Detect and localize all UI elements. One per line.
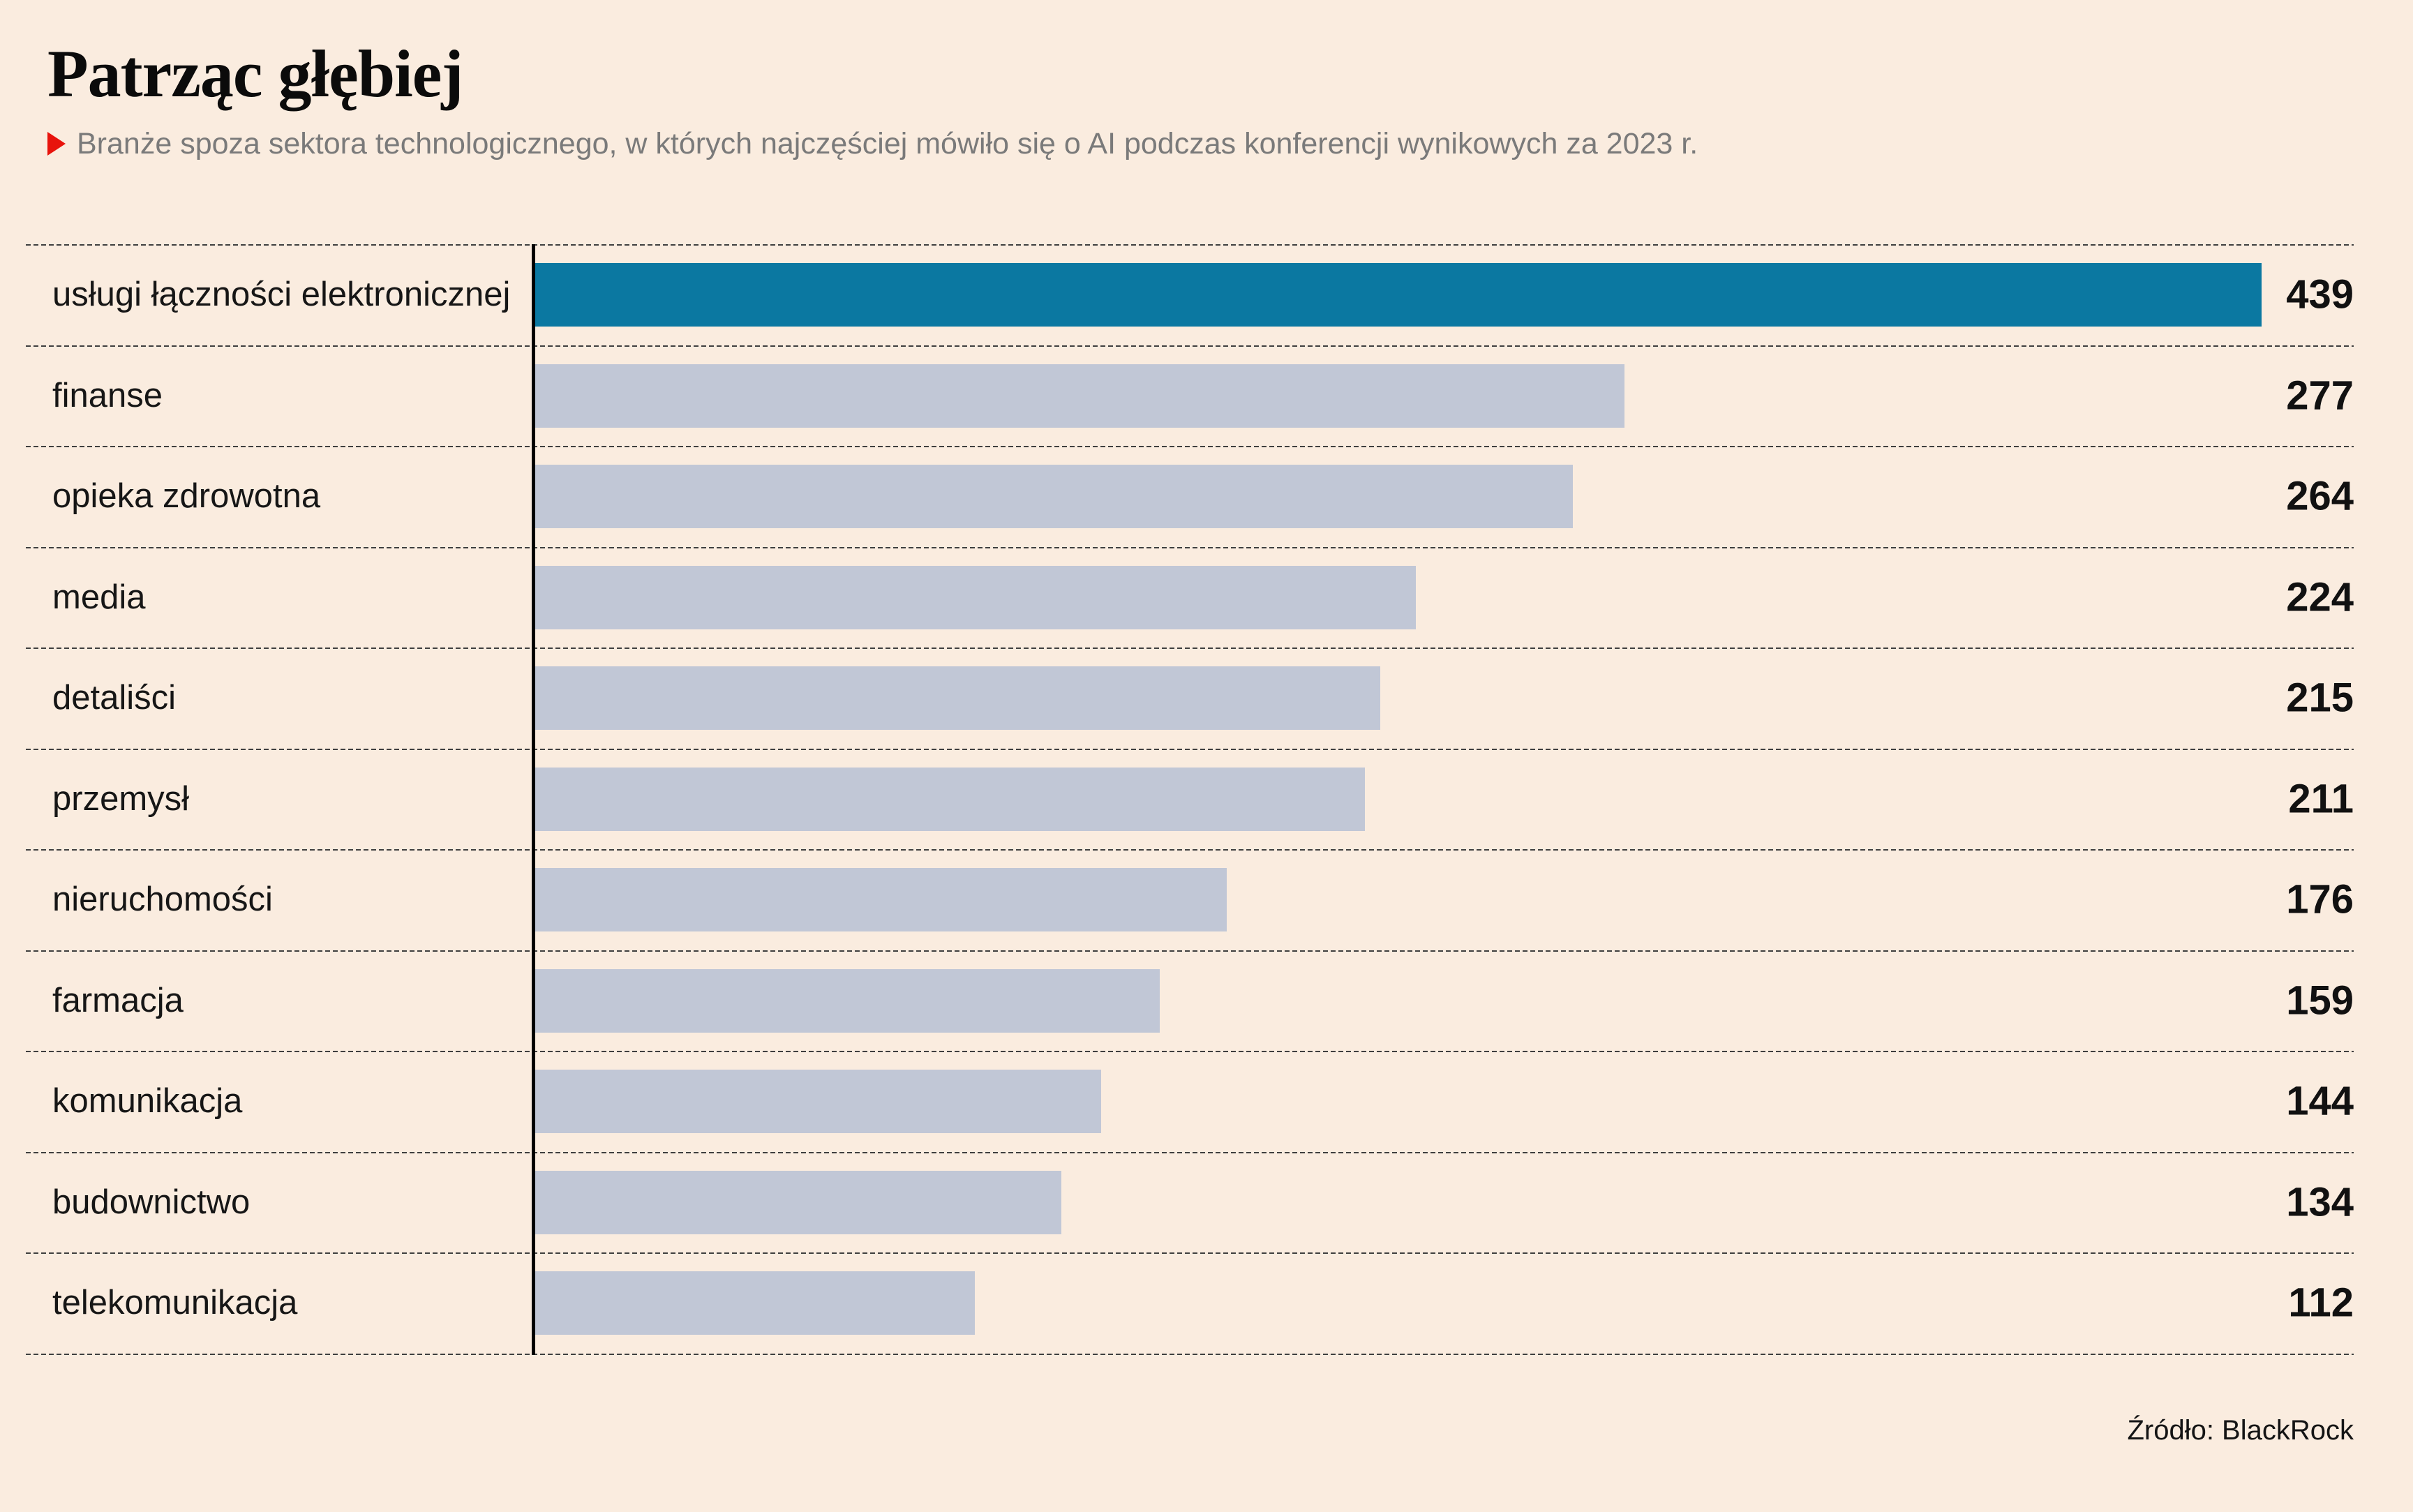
bar-value: 439 — [2286, 271, 2354, 317]
row-separator — [26, 546, 2354, 548]
bar-highlighted — [535, 263, 2262, 327]
source-note: Źródło: BlackRock — [2127, 1414, 2354, 1446]
bar — [535, 666, 1380, 730]
bar-row: opieka zdrowotna 264 — [26, 446, 2354, 547]
bar-value: 277 — [2286, 373, 2354, 419]
bar — [535, 767, 1365, 831]
chart-subtitle: Branże spoza sektora technologicznego, w… — [77, 127, 1698, 160]
bar — [535, 868, 1227, 931]
bar-row: komunikacja 144 — [26, 1051, 2354, 1152]
bar-label: budownictwo — [52, 1183, 251, 1221]
bar-label: przemysł — [52, 779, 190, 818]
bar — [535, 1170, 1061, 1234]
bar-row: farmacja 159 — [26, 950, 2354, 1051]
row-separator — [26, 748, 2354, 750]
bar-value: 159 — [2286, 978, 2354, 1024]
page-title: Patrząc głębiej — [47, 36, 463, 111]
row-separator — [26, 1252, 2354, 1254]
bar-row: budownictwo 134 — [26, 1151, 2354, 1253]
bar-row: detaliści 215 — [26, 648, 2354, 749]
row-separator — [26, 1051, 2354, 1052]
bar-label: komunikacja — [52, 1082, 243, 1121]
bar-value: 176 — [2286, 876, 2354, 922]
row-separator — [26, 345, 2354, 347]
bar — [535, 968, 1160, 1033]
row-separator — [26, 849, 2354, 851]
bar — [535, 1271, 975, 1335]
row-separator — [26, 244, 2354, 246]
row-separator — [26, 950, 2354, 952]
bar-value: 264 — [2286, 473, 2354, 519]
bar-label: farmacja — [52, 981, 184, 1019]
bar-value: 134 — [2286, 1179, 2354, 1225]
bar-label: finanse — [52, 376, 163, 414]
bar-label: detaliści — [52, 679, 177, 717]
bar-label: nieruchomości — [52, 881, 273, 919]
row-separator — [26, 648, 2354, 649]
bar-row: przemysł 211 — [26, 748, 2354, 850]
bar-label: telekomunikacja — [52, 1284, 298, 1322]
red-triangle-icon — [47, 132, 66, 156]
bar — [535, 1070, 1101, 1133]
bar-row: nieruchomości 176 — [26, 849, 2354, 950]
bar-value: 144 — [2286, 1078, 2354, 1124]
bar — [535, 565, 1416, 629]
bar-row: finanse 277 — [26, 345, 2354, 447]
bar-value: 215 — [2286, 675, 2354, 721]
bar-value: 224 — [2286, 574, 2354, 620]
bar-label: opieka zdrowotna — [52, 477, 321, 516]
bar-label: usługi łączności elektronicznej — [52, 276, 511, 314]
chart-header: Patrząc głębiej Branże spoza sektora tec… — [0, 0, 2413, 163]
axis-line — [532, 244, 535, 1355]
bar — [535, 364, 1624, 428]
bar-row: telekomunikacja 112 — [26, 1252, 2354, 1354]
bar-row: media 224 — [26, 546, 2354, 648]
row-separator — [26, 446, 2354, 447]
bar — [535, 465, 1573, 528]
bar-value: 112 — [2288, 1280, 2354, 1326]
bar-value: 211 — [2288, 776, 2354, 822]
chart-subtitle-row: Branże spoza sektora technologicznego, w… — [47, 124, 2354, 163]
bar-label: media — [52, 578, 146, 616]
row-separator — [26, 1353, 2354, 1355]
horizontal-bar-chart: usługi łączności elektronicznej 439 finans… — [26, 244, 2354, 1355]
bar-row: usługi łączności elektronicznej 439 — [26, 244, 2354, 345]
row-separator — [26, 1151, 2354, 1153]
